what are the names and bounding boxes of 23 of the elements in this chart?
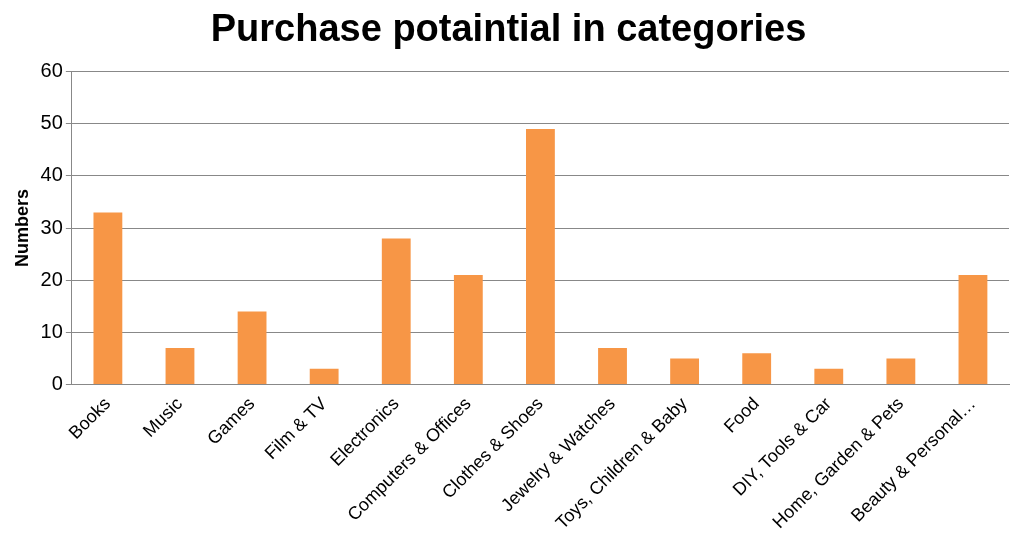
y-tick-label: 0 [51,372,63,395]
bar [670,358,700,385]
bar [598,348,627,385]
bar [165,348,195,385]
y-tick-label: 60 [40,59,63,82]
y-tick-label: 20 [40,267,63,290]
bar [958,274,988,385]
bar [453,274,483,385]
y-tick-label: 50 [40,111,63,134]
y-tick-label: 40 [40,163,63,186]
chart-title: Purchase potaintial in categories [210,7,807,50]
bar [381,238,411,385]
bar [886,358,916,385]
bar [814,368,844,385]
bar [742,353,772,385]
bar [237,311,267,385]
y-tick-label: 10 [40,319,63,342]
y-axis-title: Numbers [11,189,32,268]
y-tick-label: 30 [40,215,63,238]
bar [309,368,339,385]
bar [526,128,555,385]
x-tick-label: Film & TV [260,393,331,464]
bar [93,212,123,385]
